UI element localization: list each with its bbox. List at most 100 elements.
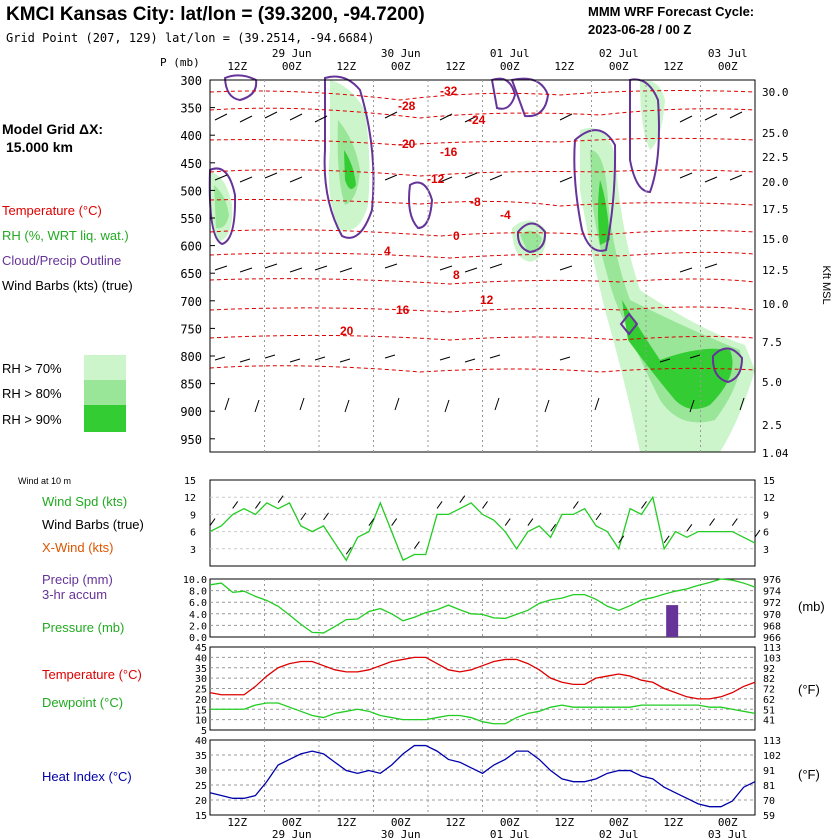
wind-barb <box>754 529 761 538</box>
wind-panel: 15 15 12 12 9 9 6 6 3 3 <box>184 476 775 567</box>
top-time-tick: 00Z <box>718 60 738 73</box>
panel-left-tick: 35 <box>195 664 207 675</box>
bottom-time-tick: 00Z <box>609 816 629 829</box>
panel-right-tick: 92 <box>763 664 775 675</box>
legend-rh80: RH > 80% <box>2 386 62 401</box>
rh80-swatch <box>84 380 126 405</box>
top-date-label: 30 Jun <box>381 47 421 60</box>
bottom-date-label: 02 Jul <box>599 828 639 840</box>
wind-barb <box>232 501 239 509</box>
panel-left-tick: 40 <box>195 653 207 664</box>
pressure-tick-label: 950 <box>180 433 202 447</box>
top-time-tick: 00Z <box>500 60 520 73</box>
heat-index-panel: 40 113 35 102 30 91 25 81 20 70 15 59 <box>195 736 781 822</box>
kft-tick-label: 22.5 <box>762 151 789 164</box>
panel-right-tick: 72 <box>763 685 775 696</box>
panel-left-tick: 0.0 <box>189 633 207 644</box>
cloud-outlines <box>208 74 744 384</box>
legend-heat-index-c: Heat Index (°C) <box>42 769 132 784</box>
wind-barb <box>731 518 738 526</box>
legend-temperature: Temperature (°C) <box>2 203 102 218</box>
kft-tick-label: 15.0 <box>762 233 789 246</box>
temperature-panel: 45 113 40 103 35 92 30 82 25 72 20 62 15 51 10 41 5 <box>195 643 781 737</box>
panel-right-tick: 51 <box>763 705 775 716</box>
wind-barb <box>663 535 670 544</box>
wind-barb <box>209 518 216 526</box>
wind-barb <box>686 524 693 532</box>
panel-left-tick: 35 <box>195 751 207 762</box>
wind-left-tick: 15 <box>184 476 196 487</box>
temp-contour-label: 0 <box>453 229 460 243</box>
rh70-swatch <box>84 355 126 380</box>
legend-wind-spd: Wind Spd (kts) <box>42 494 127 509</box>
top-time-tick: 12Z <box>445 60 465 73</box>
panel-left-tick: 45 <box>195 643 207 654</box>
kft-tick-label: 12.5 <box>762 264 789 277</box>
kft-tick-label: 10.0 <box>762 298 789 311</box>
pressure-axis-title: P (mb) <box>160 56 200 69</box>
panel-left-tick: 30 <box>195 766 207 777</box>
wind-left-tick: 3 <box>190 545 196 556</box>
panel-right-tick: 113 <box>763 736 781 747</box>
kft-tick-label: 5.0 <box>762 376 782 389</box>
bottom-date-label: 30 Jun <box>381 828 421 840</box>
top-time-tick: 00Z <box>609 60 629 73</box>
top-date-label: 02 Jul <box>599 47 639 60</box>
pressure-tick-label: 650 <box>180 267 202 281</box>
panel-right-tick: 970 <box>763 610 781 621</box>
wind-barb <box>255 501 261 509</box>
panel-left-tick: 2.0 <box>189 621 207 632</box>
bottom-time-tick: 00Z <box>718 816 738 829</box>
bottom-time-tick: 12Z <box>227 816 247 829</box>
top-time-tick: 00Z <box>391 60 411 73</box>
cross-section-panel <box>208 74 756 452</box>
panel-right-tick: 976 <box>763 575 781 586</box>
temp-contour-label: -24 <box>468 113 486 127</box>
temp-contour-label: 8 <box>453 268 460 282</box>
top-date-label: 03 Jul <box>708 47 748 60</box>
temp-contour-label: -8 <box>470 195 481 209</box>
panel-left-tick: 40 <box>195 736 207 747</box>
precip-bar <box>666 605 679 637</box>
panel-right-tick: 113 <box>763 643 781 654</box>
wind-barb <box>459 495 466 503</box>
panel-left-tick: 25 <box>195 685 207 696</box>
top-time-tick: 12Z <box>554 60 574 73</box>
top-time-tick: 12Z <box>227 60 247 73</box>
kft-tick-label: 7.5 <box>762 336 782 349</box>
bottom-time-tick: 00Z <box>282 816 302 829</box>
kft-tick-label: 30.0 <box>762 86 789 99</box>
bottom-time-tick: 12Z <box>336 816 356 829</box>
top-time-tick: 00Z <box>282 60 302 73</box>
wind-barbs-grid <box>214 111 745 413</box>
panel-left-tick: 5 <box>201 726 207 737</box>
panel-right-tick: 62 <box>763 695 775 706</box>
legend-dewpoint-c: Dewpoint (°C) <box>42 695 123 710</box>
panel-left-tick: 20 <box>195 796 207 807</box>
kft-axis-label: Kft MSL <box>820 265 832 304</box>
bottom-time-tick: 00Z <box>500 816 520 829</box>
wind-barb <box>368 518 375 526</box>
panel-right-tick: 81 <box>763 781 775 792</box>
pressure-tick-label: 600 <box>180 240 202 254</box>
panel-left-tick: 30 <box>195 674 207 685</box>
pressure-tick-label: 850 <box>180 378 202 392</box>
pressure-line <box>209 578 756 634</box>
legend-temp-c: Temperature (°C) <box>42 667 142 682</box>
legend-rh90: RH > 90% <box>2 412 62 427</box>
temp-contour-label: -12 <box>427 172 445 186</box>
pressure-tick-label: 900 <box>180 405 202 419</box>
panel-left-tick: 10 <box>195 716 207 727</box>
wind-barb <box>391 518 398 526</box>
temperature-line <box>209 656 756 700</box>
wind-barb <box>572 501 579 509</box>
cycle-label: MMM WRF Forecast Cycle: <box>588 4 754 19</box>
bottom-time-tick: 00Z <box>391 816 411 829</box>
kft-tick-label: 17.5 <box>762 203 789 216</box>
temperature-contour-labels: -32 -28 -24 -20 -16 -12 -8 -4 0 4 8 12 16 20 <box>340 84 511 338</box>
panel-left-tick: 6.0 <box>189 598 207 609</box>
wind-barb <box>277 495 284 503</box>
legend-wind-barbs-true: Wind Barbs (true) <box>42 517 144 532</box>
heat-f-unit-label: (°F) <box>798 767 820 782</box>
